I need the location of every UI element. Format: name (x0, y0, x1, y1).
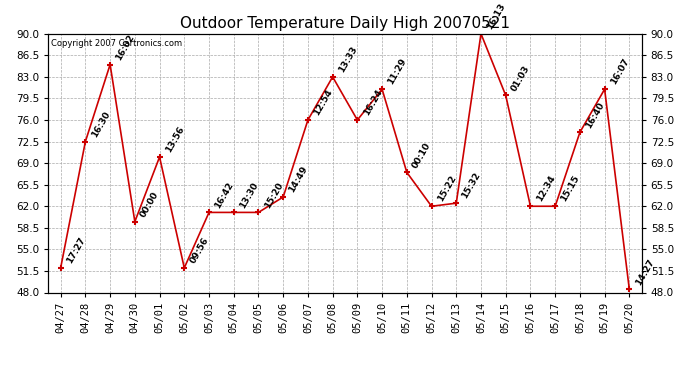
Text: 16:02: 16:02 (115, 33, 137, 62)
Text: 16:40: 16:40 (584, 100, 606, 129)
Title: Outdoor Temperature Daily High 20070521: Outdoor Temperature Daily High 20070521 (180, 16, 510, 31)
Text: 14:27: 14:27 (633, 257, 656, 286)
Text: 16:24: 16:24 (362, 88, 384, 117)
Text: 16:07: 16:07 (609, 57, 631, 86)
Text: 00:10: 00:10 (411, 141, 433, 170)
Text: 00:00: 00:00 (139, 190, 161, 219)
Text: 13:33: 13:33 (337, 45, 359, 74)
Text: 13:56: 13:56 (164, 125, 186, 154)
Text: Copyright 2007 Cartronics.com: Copyright 2007 Cartronics.com (51, 39, 182, 48)
Text: 15:22: 15:22 (435, 174, 457, 204)
Text: 11:29: 11:29 (386, 57, 408, 86)
Text: 15:15: 15:15 (560, 174, 582, 204)
Text: 15:20: 15:20 (263, 180, 285, 210)
Text: 16:30: 16:30 (90, 110, 112, 139)
Text: 16:42: 16:42 (213, 180, 235, 210)
Text: 12:54: 12:54 (312, 88, 334, 117)
Text: 09:56: 09:56 (188, 236, 210, 265)
Text: 13:30: 13:30 (238, 180, 260, 210)
Text: 17:27: 17:27 (65, 236, 87, 265)
Text: 15:32: 15:32 (460, 171, 482, 200)
Text: 16:13: 16:13 (485, 2, 507, 31)
Text: 01:03: 01:03 (510, 63, 532, 93)
Text: 12:34: 12:34 (535, 174, 557, 204)
Text: 14:49: 14:49 (287, 165, 310, 194)
